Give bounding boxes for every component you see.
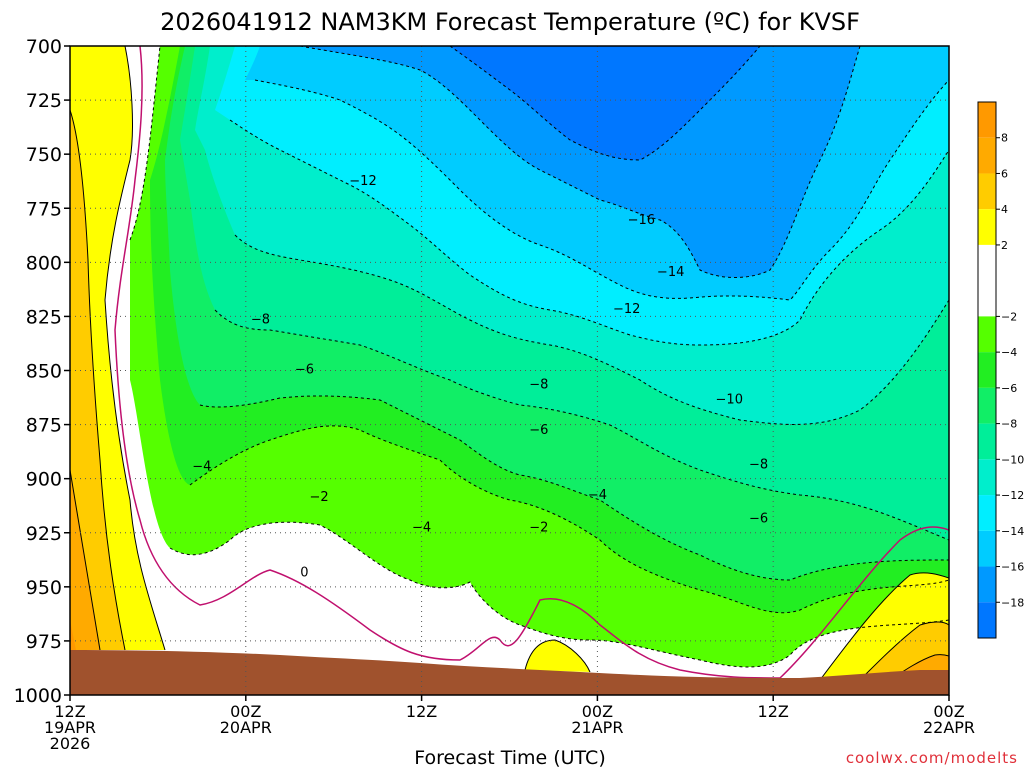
y-tick-label: 900 bbox=[26, 469, 62, 491]
colorbar-segment bbox=[978, 102, 996, 138]
x-axis-label: Forecast Time (UTC) bbox=[414, 747, 605, 768]
colorbar-tick-label: −18 bbox=[1001, 596, 1024, 609]
grid-lines bbox=[70, 46, 949, 695]
contour-label: −4 bbox=[588, 488, 607, 503]
band-8-to-10-left bbox=[70, 620, 76, 650]
colorbar-tick-label: −6 bbox=[1001, 382, 1017, 395]
zero-isotherm bbox=[114, 46, 949, 679]
contour-label: −2 bbox=[309, 490, 328, 505]
band-4-to-6-left bbox=[70, 110, 125, 650]
colorbar-segment bbox=[978, 316, 996, 353]
band-minus16-to-minus18 bbox=[300, 46, 860, 278]
y-tick-label: 1000 bbox=[14, 685, 62, 707]
band-6-to-8-left bbox=[70, 470, 100, 650]
colorbar-segment bbox=[978, 137, 996, 174]
y-tick-label: 825 bbox=[26, 306, 62, 328]
colorbar-segment bbox=[978, 530, 996, 567]
contour-label: −6 bbox=[295, 362, 314, 377]
colorbar-tick-label: −12 bbox=[1001, 489, 1024, 502]
colorbar-segment bbox=[978, 602, 996, 638]
contour-label: −12 bbox=[349, 174, 376, 189]
contour-label: −8 bbox=[529, 377, 548, 392]
contour-label: −8 bbox=[749, 458, 768, 473]
contour-label: −8 bbox=[251, 313, 270, 328]
x-tick-label: 12Z bbox=[406, 702, 437, 721]
negative-contours bbox=[129, 46, 949, 668]
y-axis: 700 725 750 775 800 825 850 875 900 925 950 975 1000 bbox=[14, 36, 70, 707]
x-tick-label: 00Z bbox=[582, 702, 613, 721]
contour-label: −6 bbox=[749, 512, 768, 527]
y-tick-label: 700 bbox=[26, 36, 62, 58]
contour-label: −6 bbox=[529, 423, 548, 438]
terrain bbox=[70, 650, 949, 695]
colorbar-tick-label: −16 bbox=[1001, 561, 1024, 574]
colorbar-segment bbox=[978, 387, 996, 424]
y-tick-label: 850 bbox=[26, 361, 62, 383]
contour-label: −16 bbox=[628, 213, 655, 228]
y-tick-label: 975 bbox=[26, 631, 62, 653]
colorbar-segment bbox=[978, 423, 996, 460]
colorbar-segment bbox=[978, 173, 996, 210]
x-tick-label: 00Z bbox=[933, 702, 964, 721]
colorbar-tick-label: −8 bbox=[1001, 418, 1017, 431]
colorbar-segment bbox=[978, 459, 996, 496]
band-minus18-to-minus20 bbox=[450, 46, 760, 160]
contour-label: −14 bbox=[657, 265, 684, 280]
x-tick-label: 21APR bbox=[571, 718, 623, 737]
colorbar-tick-label: 2 bbox=[1001, 239, 1008, 252]
x-tick-label: 22APR bbox=[923, 718, 975, 737]
y-tick-label: 800 bbox=[26, 252, 62, 274]
colorbar-tick-label: 4 bbox=[1001, 203, 1008, 216]
plot-area bbox=[70, 46, 949, 695]
colorbar-tick-label: −2 bbox=[1001, 310, 1017, 323]
colorbar-tick-label: −14 bbox=[1001, 525, 1024, 538]
contour-label: −4 bbox=[412, 520, 431, 535]
x-tick-label: 2026 bbox=[50, 734, 91, 753]
colorbar-segment bbox=[978, 495, 996, 531]
colorbar-segment bbox=[978, 244, 996, 317]
y-tick-label: 925 bbox=[26, 523, 62, 545]
colorbar-tick-label: 8 bbox=[1001, 132, 1008, 145]
chart-title: 2026041912 NAM3KM Forecast Temperature (… bbox=[160, 8, 860, 36]
contour-label: −10 bbox=[716, 393, 743, 408]
colorbar-tick-label: −10 bbox=[1001, 453, 1024, 466]
colorbar-tick-label: 6 bbox=[1001, 167, 1008, 180]
colorbar-segment bbox=[978, 352, 996, 388]
contour-label: 0 bbox=[300, 566, 308, 581]
contour-label: −2 bbox=[529, 520, 548, 535]
contour-label: −4 bbox=[192, 460, 211, 475]
x-tick-label: 20APR bbox=[220, 718, 272, 737]
y-tick-label: 750 bbox=[26, 144, 62, 166]
y-tick-label: 775 bbox=[26, 198, 62, 220]
colorbar-tick-label: −4 bbox=[1001, 346, 1017, 359]
contour-label: −12 bbox=[613, 302, 640, 317]
colorbar-border bbox=[977, 101, 997, 639]
x-tick-label: 00Z bbox=[230, 702, 261, 721]
colorbar-segment bbox=[978, 566, 996, 603]
colorbar: 8 6 4 2 −2 −4 −6 −8 −10 −12 −14 −16 −18 bbox=[977, 101, 1024, 639]
x-tick-label: 19APR bbox=[44, 718, 96, 737]
y-tick-label: 725 bbox=[26, 90, 62, 112]
y-tick-label: 950 bbox=[26, 577, 62, 599]
colorbar-segment bbox=[978, 209, 996, 245]
y-tick-label: 875 bbox=[26, 415, 62, 437]
credit-text: coolwx.com/modelts bbox=[846, 749, 1018, 767]
x-tick-label: 12Z bbox=[54, 702, 85, 721]
x-tick-label: 12Z bbox=[758, 702, 789, 721]
band-2-to-4-mid bbox=[525, 640, 590, 672]
contour-labels: −12 −16 −14 −12 −8 −6 −8 −10 −6 −4 −8 −2 −4 −6 −4 −2 0 bbox=[192, 174, 768, 581]
